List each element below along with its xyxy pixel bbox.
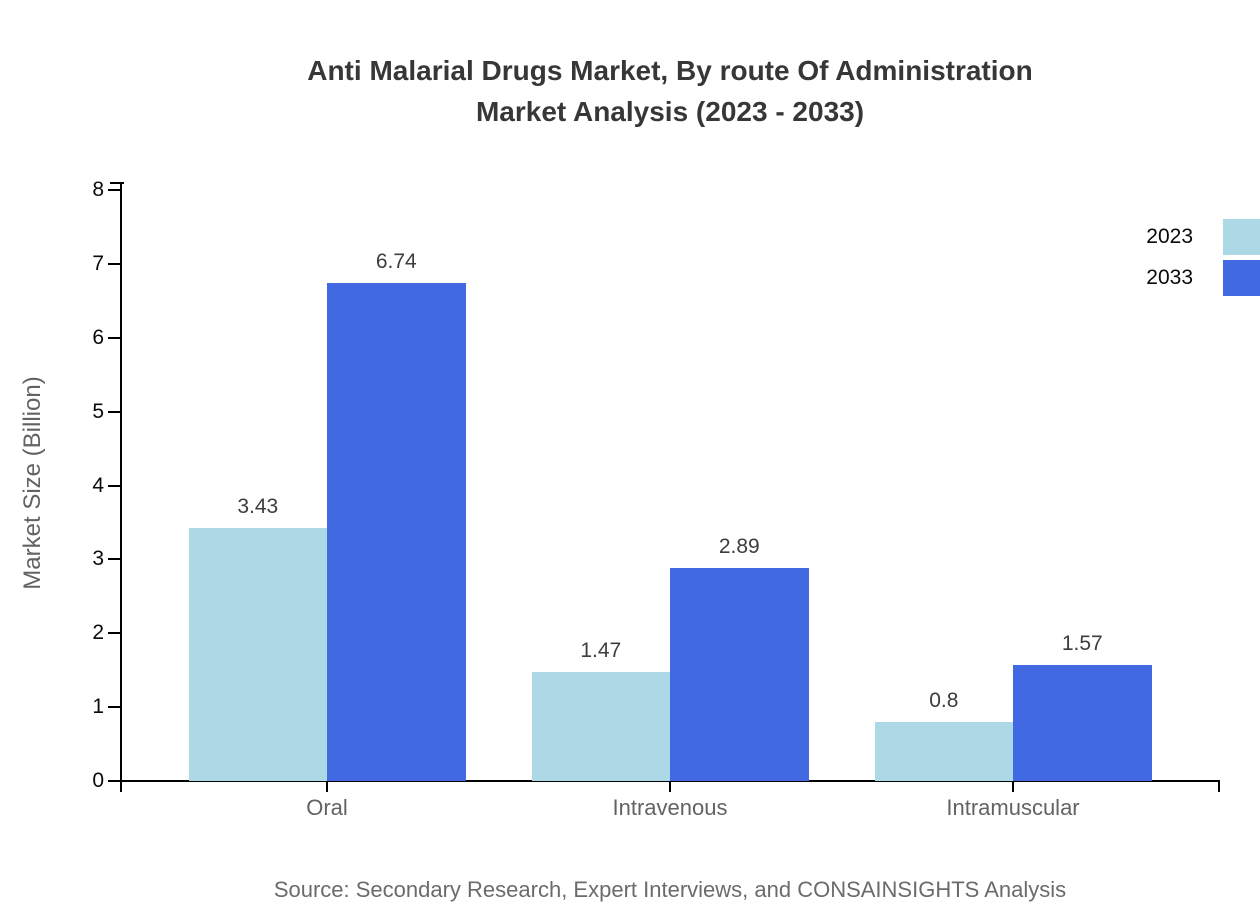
x-tick [1012,781,1014,792]
bar-2033-intravenous [670,567,809,781]
y-tick [108,485,120,487]
y-axis-line [120,183,122,792]
source-caption: Source: Secondary Research, Expert Inter… [273,877,1067,902]
bar-value-label: 1.57 [1061,632,1103,655]
y-tick [108,558,120,560]
y-tick-label: 2 [92,621,104,644]
y-tick-label: 3 [92,547,104,570]
chart-title-line-1: Anti Malarial Drugs Market, By route Of … [307,55,1033,86]
y-tick-label: 5 [92,400,104,423]
category-label: Oral [306,795,348,820]
legend-item-2023: 2023 [1100,217,1260,258]
y-tick [108,706,120,708]
y-tick-label: 1 [92,695,104,718]
x-tick [326,781,328,792]
chart-title-line-2: Market Analysis (2023 - 2033) [475,96,865,127]
bar-value-label: 6.74 [375,250,417,274]
chart-title: Anti Malarial Drugs Market, By route Of … [120,50,1220,132]
bar-2033-intramuscular [1013,665,1152,781]
bar-2023-intravenous [531,672,670,781]
legend-swatch-2033-icon [1223,260,1260,296]
bar-value-label: 2.89 [718,534,760,558]
bar-value-label: 0.8 [929,688,959,712]
legend-label-2023: 2023 [1146,225,1193,248]
y-tick [108,411,120,413]
y-tick-label: 6 [92,326,104,349]
y-axis-top-cap [110,182,124,184]
y-tick [108,632,120,634]
y-tick-label: 8 [92,178,104,201]
bar-value-label: 1.47 [580,639,622,663]
x-axis-end-cap [1218,780,1220,792]
bar-2023-oral [188,527,327,781]
bar-2033-oral [327,283,466,781]
y-tick-label: 4 [92,474,104,497]
y-tick [108,189,120,191]
bar-2023-intramuscular [874,721,1013,781]
y-tick [108,780,120,782]
bar-value-label: 3.43 [237,494,279,518]
x-tick [669,781,671,792]
y-tick [108,263,120,265]
category-label: Intramuscular [946,795,1080,820]
category-label: Intravenous [612,795,728,820]
legend-label-2033: 2033 [1146,266,1193,289]
legend-item-2033: 2033 [1100,258,1260,299]
y-tick-label: 0 [92,769,104,792]
legend-swatch-2023-icon [1223,219,1260,255]
y-tick [108,337,120,339]
y-tick-label: 7 [92,252,104,275]
